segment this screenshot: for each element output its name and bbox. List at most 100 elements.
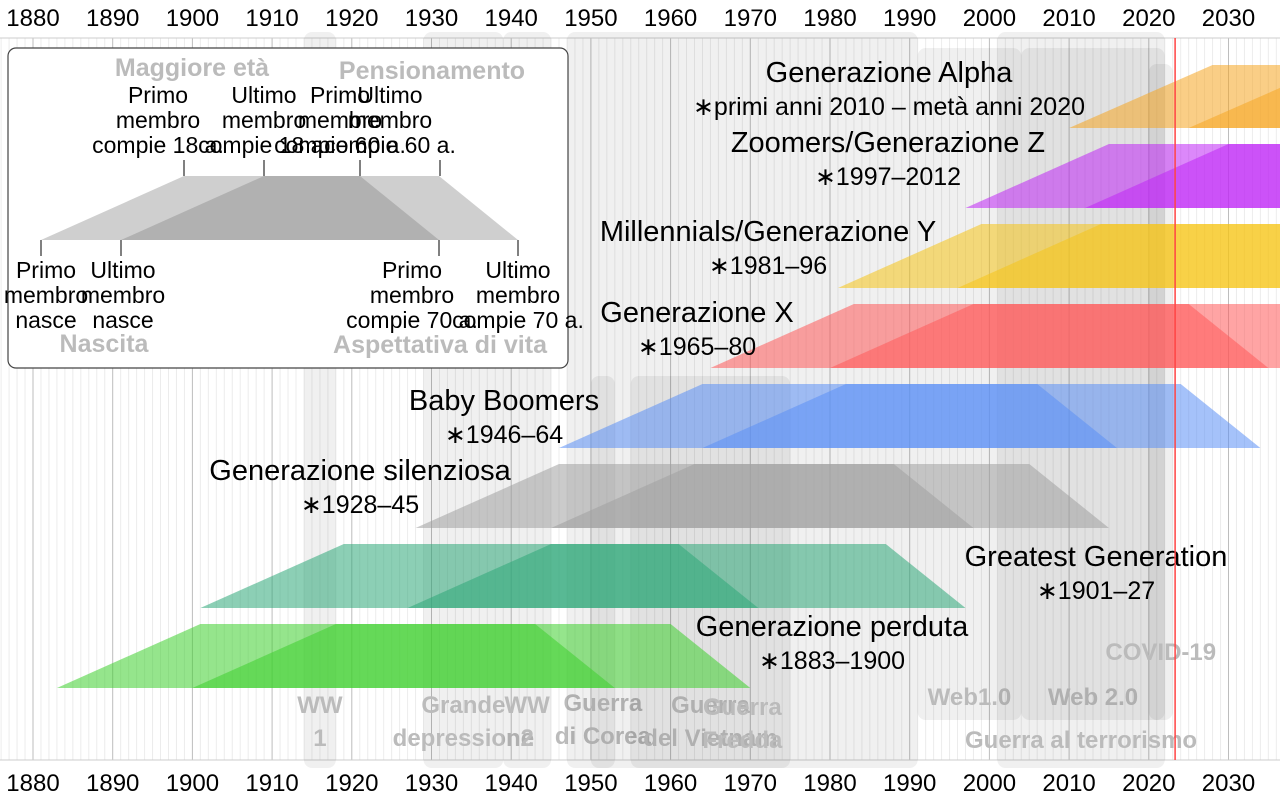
axis-label-top: 1880 (6, 5, 59, 32)
legend-label-top: compie 60 a. (274, 132, 406, 158)
axis-label-top: 1910 (245, 5, 298, 32)
legend-label-top: Ultimo (231, 82, 296, 108)
event-label: del Vietnam (643, 725, 777, 752)
generation-bands: Generazione Alpha ∗primi anni 2010 – metà… (56, 57, 1280, 688)
event-label: depressione (393, 725, 534, 752)
generation-birth-years: ∗1997–2012 (815, 163, 961, 191)
axis-label-top: 2010 (1042, 5, 1095, 32)
legend-label-top: membro (298, 107, 382, 133)
axis-label-top: 2020 (1122, 5, 1175, 32)
event-label: WW (504, 692, 550, 719)
legend-label-bottom: nasce (15, 307, 76, 333)
event-label: Web 2.0 (1048, 684, 1138, 711)
generation-birth-years: ∗1981–96 (709, 252, 827, 280)
generation-birth-years: ∗1928–45 (301, 491, 419, 519)
event-label: 1 (313, 725, 326, 752)
generation-band-inner (1188, 87, 1280, 128)
axis-label-top: 2000 (963, 5, 1016, 32)
axis-label-bottom: 1940 (485, 770, 538, 797)
event-label: Fredda (702, 727, 783, 754)
legend-label-bottom: Primo (382, 257, 442, 283)
generation-birth-years: ∗1883–1900 (759, 647, 905, 675)
axis-label-bottom: 1910 (245, 770, 298, 797)
axis-label-bottom: 2010 (1042, 770, 1095, 797)
axis-label-bottom: 1990 (883, 770, 936, 797)
axis-label-top: 1960 (644, 5, 697, 32)
generation-birth-years: ∗1946–64 (445, 421, 563, 449)
axis-label-top: 1920 (325, 5, 378, 32)
generation-band-inner (192, 624, 615, 688)
axis-label-bottom: 1890 (86, 770, 139, 797)
axis-label-bottom: 1980 (803, 770, 856, 797)
generation-birth-years: ∗1901–27 (1037, 577, 1155, 605)
legend-label-bottom: Primo (16, 257, 76, 283)
generation-birth-years: ∗primi anni 2010 – metà anni 2020 (693, 93, 1085, 121)
axis-label-top: 1950 (564, 5, 617, 32)
axis-label-bottom: 1930 (405, 770, 458, 797)
generation-band-inner (1085, 144, 1280, 208)
event-label: Guerra al terrorismo (965, 727, 1197, 754)
legend-label-bottom: compie 70 a. (346, 307, 478, 333)
event-label: Guerra (564, 690, 643, 717)
axis-label-top: 1990 (883, 5, 936, 32)
event-label: Guerra (671, 692, 750, 719)
axis-label-bottom: 1950 (564, 770, 617, 797)
generation-name: Zoomers/Generazione Z (731, 127, 1045, 159)
legend-label-top: membro (222, 107, 306, 133)
event-label: COVID-19 (1105, 639, 1216, 666)
generation-name: Millennials/Generazione Y (600, 216, 936, 248)
legend-heading-life-expectancy: Aspettativa di vita (333, 331, 548, 359)
generation-band-inner (830, 304, 1269, 368)
legend-label-bottom: Ultimo (90, 257, 155, 283)
generation-band-inner (702, 384, 1117, 448)
axis-label-bottom: 1880 (6, 770, 59, 797)
legend-label-bottom: membro (476, 282, 560, 308)
legend-label-bottom: Ultimo (485, 257, 550, 283)
axis-label-bottom: 1900 (166, 770, 219, 797)
legend-label-bottom: membro (81, 282, 165, 308)
generation-name: Generazione perduta (696, 611, 969, 643)
legend-heading-adulthood: Maggiore età (115, 54, 269, 82)
axis-label-top: 2030 (1202, 5, 1255, 32)
axis-label-bottom: 2000 (963, 770, 1016, 797)
axis-label-bottom: 2030 (1202, 770, 1255, 797)
axis-label-bottom: 1960 (644, 770, 697, 797)
generation-band-inner (407, 544, 759, 608)
axis-label-bottom: 2020 (1122, 770, 1175, 797)
generation-name: Greatest Generation (965, 541, 1228, 573)
event-label: di Corea (555, 723, 652, 750)
legend-band-inner (121, 176, 439, 240)
generation-name: Generazione Alpha (766, 57, 1014, 89)
axis-label-top: 1930 (405, 5, 458, 32)
generation-band-inner (957, 224, 1280, 288)
axis-label-bottom: 1920 (325, 770, 378, 797)
legend-label-top: membro (116, 107, 200, 133)
legend-label-bottom: nasce (92, 307, 153, 333)
legend-label-bottom: membro (4, 282, 88, 308)
axis-label-top: 1890 (86, 5, 139, 32)
axis-label-top: 1970 (724, 5, 777, 32)
event-label: 2 (520, 725, 533, 752)
legend-label-top: Primo (128, 82, 188, 108)
legend-label-top: compie 60 a. (324, 132, 456, 158)
event-label: Web1.0 (928, 684, 1012, 711)
generation-name: Baby Boomers (409, 385, 599, 417)
axis-label-top: 1980 (803, 5, 856, 32)
axis-label-top: 1940 (485, 5, 538, 32)
legend-label-top: compie 18 a. (92, 132, 224, 158)
legend-heading-birth: Nascita (60, 330, 150, 358)
legend-label-bottom: membro (370, 282, 454, 308)
generation-band-inner (551, 464, 974, 528)
legend-label-top: compie 18 a. (198, 132, 330, 158)
event-label: WW (297, 692, 343, 719)
legend-label-top: membro (348, 107, 432, 133)
event-label: Guerra (703, 694, 782, 721)
generation-birth-years: ∗1965–80 (638, 333, 756, 361)
legend-box: Maggiore età Pensionamento Nascita Aspettat… (4, 47, 584, 369)
generation-name: Generazione X (600, 297, 793, 329)
generation-name: Generazione silenziosa (209, 455, 511, 487)
axis-label-top: 1900 (166, 5, 219, 32)
event-label: Grande (421, 692, 505, 719)
legend-label-top: Primo (310, 82, 370, 108)
